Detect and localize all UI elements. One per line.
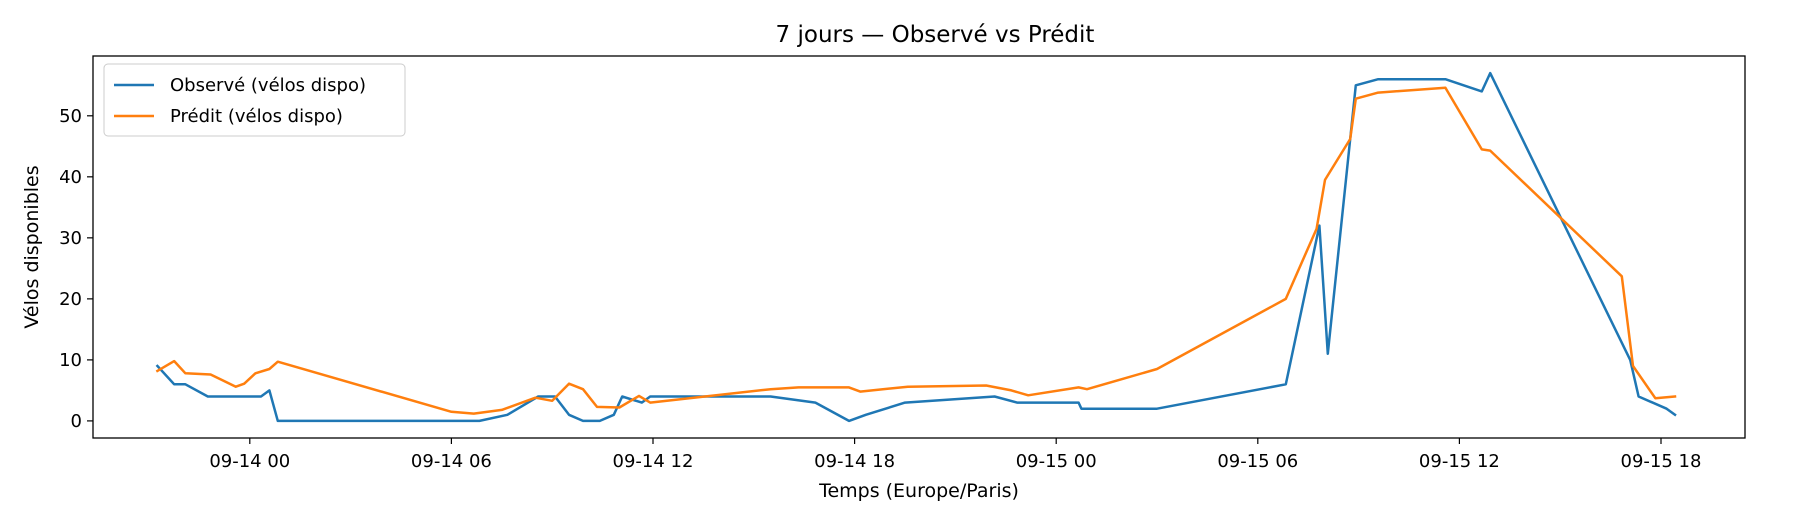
x-axis: 09-14 00 09-14 06 09-14 12 09-14 18 09-15 00… — [209, 438, 1701, 472]
x-tick-label: 09-14 12 — [613, 451, 694, 472]
y-tick-label: 10 — [59, 350, 82, 371]
legend-label-observed: Observé (vélos dispo) — [170, 75, 366, 96]
y-tick-label: 50 — [59, 106, 82, 127]
x-tick-label: 09-15 00 — [1016, 451, 1097, 472]
legend-box — [103, 63, 406, 137]
y-tick-label: 40 — [59, 167, 82, 188]
x-tick-label: 09-14 06 — [411, 451, 492, 472]
plot-frame — [92, 55, 1746, 439]
chart-title: 7 jours — Observé vs Prédit — [776, 22, 1095, 48]
y-tick-label: 0 — [71, 411, 82, 432]
y-tick-label: 30 — [59, 228, 82, 249]
x-tick-label: 09-14 00 — [209, 451, 290, 472]
series-layer — [155, 71, 1677, 423]
plot-area: 09-14 00 09-14 06 09-14 12 09-14 18 09-15 00… — [59, 55, 1746, 472]
y-axis-label: Vélos disponibles — [21, 165, 43, 328]
x-axis-label: Temps (Europe/Paris) — [818, 480, 1019, 502]
y-axis: 0 10 20 30 40 50 — [59, 106, 93, 432]
x-tick-label: 09-15 12 — [1419, 451, 1500, 472]
y-tick-label: 20 — [59, 289, 82, 310]
legend-label-predicted: Prédit (vélos dispo) — [170, 106, 343, 127]
x-tick-label: 09-14 18 — [814, 451, 895, 472]
series-line-predicted — [155, 86, 1677, 415]
legend: Observé (vélos dispo) Prédit (vélos disp… — [103, 63, 406, 137]
x-tick-label: 09-15 06 — [1217, 451, 1298, 472]
series-line-observed — [155, 71, 1677, 423]
x-tick-label: 09-15 18 — [1621, 451, 1702, 472]
